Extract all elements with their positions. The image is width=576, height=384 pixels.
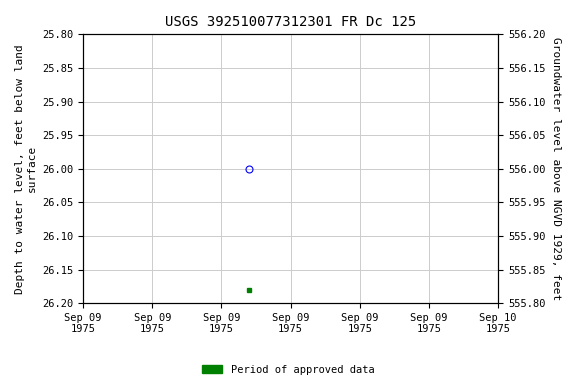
Y-axis label: Groundwater level above NGVD 1929, feet: Groundwater level above NGVD 1929, feet	[551, 37, 561, 300]
Y-axis label: Depth to water level, feet below land
surface: Depth to water level, feet below land su…	[15, 44, 37, 294]
Title: USGS 392510077312301 FR Dc 125: USGS 392510077312301 FR Dc 125	[165, 15, 416, 29]
Legend: Period of approved data: Period of approved data	[198, 361, 378, 379]
